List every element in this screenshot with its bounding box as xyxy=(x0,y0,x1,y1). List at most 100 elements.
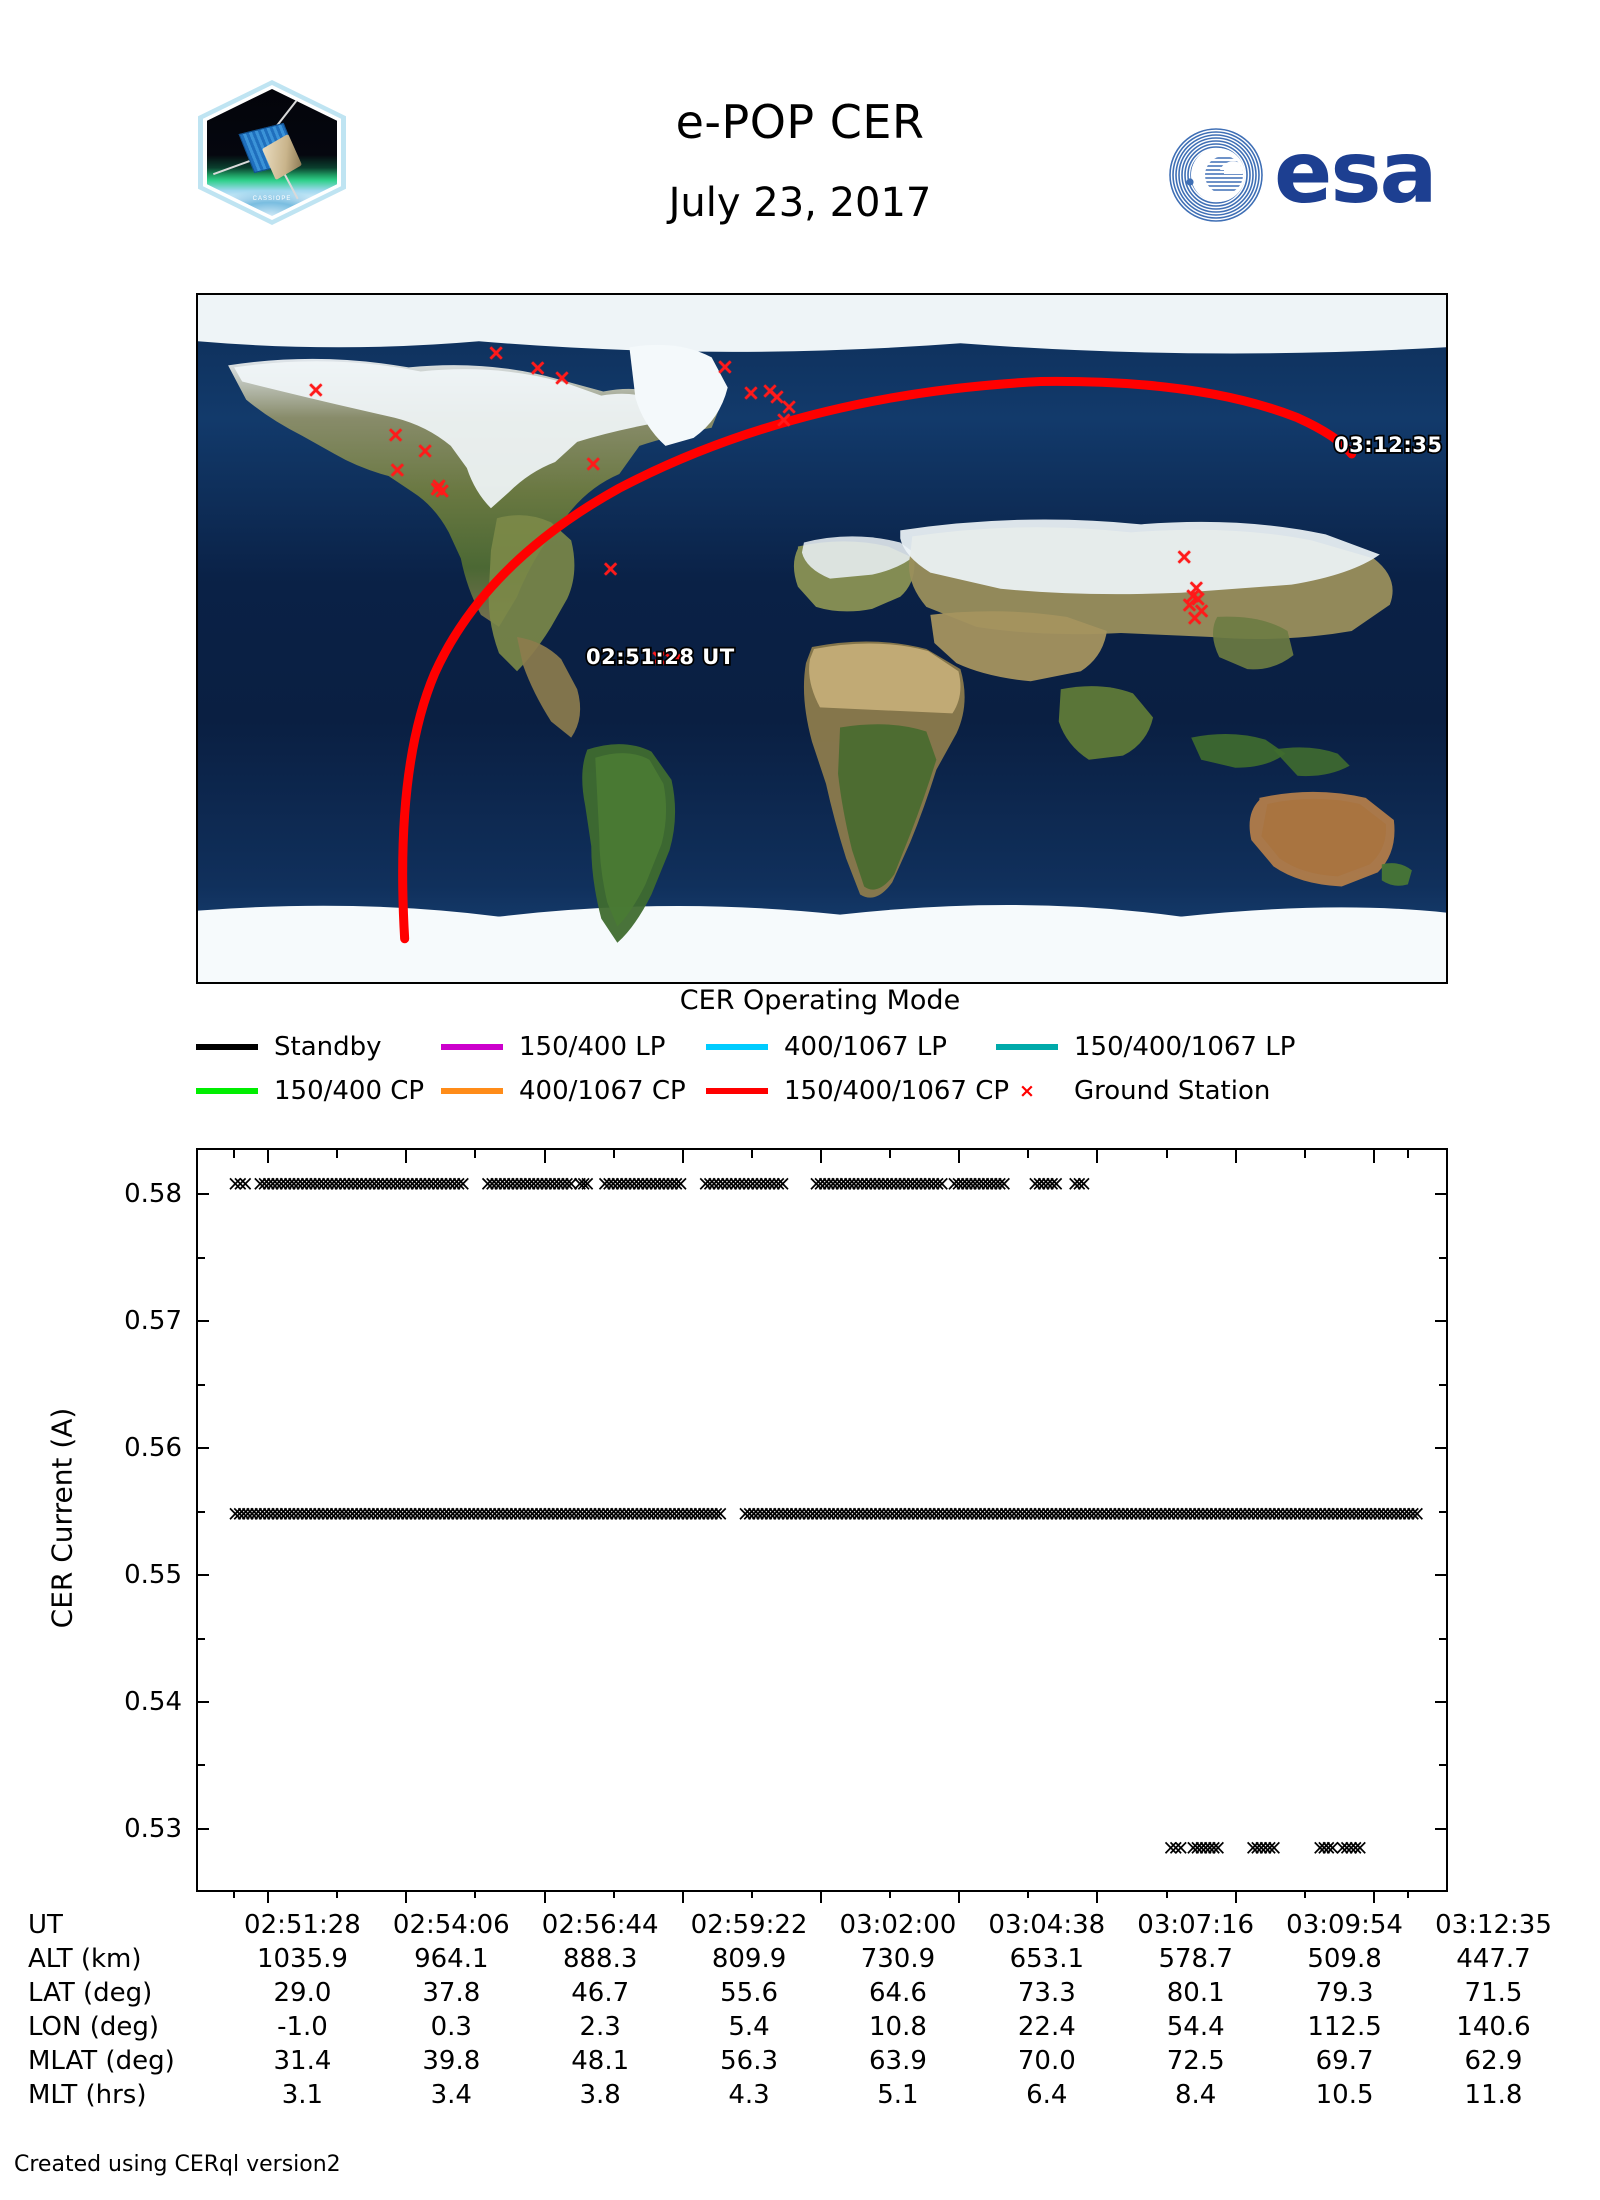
table-row: LAT (deg) 29.0 37.8 46.7 55.6 64.6 73.3 80.1 79.… xyxy=(28,1976,1568,2010)
data-point: × xyxy=(632,1501,650,1526)
legend-title: CER Operating Mode xyxy=(679,985,961,1016)
data-point: × xyxy=(608,1171,627,1196)
x-axis-minor-tick xyxy=(1303,1890,1306,1898)
ground-station-marker: × xyxy=(552,365,572,391)
data-point: × xyxy=(1076,1501,1095,1526)
legend-color-swatch xyxy=(441,1088,503,1094)
table-cell: 3.8 xyxy=(579,2080,621,2110)
data-point: × xyxy=(230,1501,249,1526)
table-cell: 70.0 xyxy=(1017,2046,1076,2076)
data-point: × xyxy=(615,1501,634,1526)
data-point: × xyxy=(326,1501,345,1526)
data-point: × xyxy=(485,1501,504,1526)
data-point: × xyxy=(364,1501,383,1526)
data-point: × xyxy=(264,1171,282,1196)
data-point: × xyxy=(272,1171,291,1196)
data-point: × xyxy=(1097,1501,1116,1526)
data-point: × xyxy=(1349,1501,1368,1526)
data-point: × xyxy=(912,1171,930,1196)
data-point: × xyxy=(621,1171,639,1196)
legend-item[interactable]: 400/1067 CP xyxy=(441,1076,686,1106)
data-point: × xyxy=(255,1171,274,1196)
ground-station-marker: × xyxy=(760,379,780,405)
data-point: × xyxy=(541,1171,560,1196)
table-cell: 8.4 xyxy=(1175,2080,1217,2110)
data-point: × xyxy=(833,1501,851,1526)
data-point: × xyxy=(1194,1501,1212,1526)
data-point: × xyxy=(744,1501,763,1526)
data-point: × xyxy=(770,1501,788,1526)
data-point: × xyxy=(395,1171,413,1196)
table-cell: 73.3 xyxy=(1017,1978,1076,2008)
data-point: × xyxy=(945,1171,964,1196)
x-axis-tick xyxy=(1096,1150,1099,1163)
legend-item[interactable]: 150/400 LP xyxy=(441,1032,665,1062)
legend-item[interactable]: 400/1067 LP xyxy=(706,1032,947,1062)
data-point: × xyxy=(971,1501,990,1526)
data-point: × xyxy=(1328,1501,1347,1526)
orbit-end-time-label: 03:12:35 UT xyxy=(1332,431,1446,459)
table-cell: 29.0 xyxy=(273,1978,332,2008)
table-cell: 02:59:22 xyxy=(690,1910,808,1940)
y-axis-tick xyxy=(1435,1574,1446,1577)
data-point: × xyxy=(653,1501,671,1526)
orbit-start-time-label: 02:51:28 UT xyxy=(584,643,736,671)
data-point: × xyxy=(667,1171,686,1196)
data-point: × xyxy=(600,1171,618,1196)
legend-label: 400/1067 LP xyxy=(784,1032,947,1062)
data-point: × xyxy=(259,1171,278,1196)
ground-station-marker: × xyxy=(774,407,794,433)
data-point: × xyxy=(678,1501,696,1526)
data-point: × xyxy=(696,1171,715,1196)
data-point: × xyxy=(858,1501,876,1526)
y-axis-minor-tick xyxy=(198,1383,205,1386)
data-point: × xyxy=(369,1171,388,1196)
table-cell: 54.4 xyxy=(1166,2012,1225,2042)
data-point: × xyxy=(310,1501,328,1526)
data-point: × xyxy=(231,1171,250,1196)
data-point: × xyxy=(378,1171,396,1196)
data-point: × xyxy=(604,1171,623,1196)
data-point: × xyxy=(1072,1501,1091,1526)
data-point: × xyxy=(397,1501,416,1526)
data-point: × xyxy=(577,1501,596,1526)
data-point: × xyxy=(1043,1501,1061,1526)
x-axis-minor-tick xyxy=(232,1890,235,1898)
data-point: × xyxy=(648,1501,667,1526)
data-point: × xyxy=(1005,1501,1023,1526)
data-point: × xyxy=(1030,1171,1049,1196)
data-point: × xyxy=(903,1171,922,1196)
data-point: × xyxy=(403,1171,422,1196)
legend-item[interactable]: 150/400/1067 LP xyxy=(996,1032,1295,1062)
data-point: × xyxy=(251,1171,269,1196)
ground-station-marker: × xyxy=(1183,583,1203,609)
data-point: × xyxy=(1034,1171,1053,1196)
data-point: × xyxy=(1319,1835,1338,1860)
data-point: × xyxy=(293,1501,312,1526)
data-point: × xyxy=(595,1171,614,1196)
table-cell: 4.3 xyxy=(728,2080,770,2110)
data-point: × xyxy=(917,1501,935,1526)
data-point: × xyxy=(234,1501,253,1526)
table-cell: 02:51:28 xyxy=(244,1910,361,1940)
data-point: × xyxy=(1252,1835,1271,1860)
data-point: × xyxy=(1346,1835,1365,1860)
data-point: × xyxy=(646,1171,665,1196)
data-point: × xyxy=(297,1501,316,1526)
data-point: × xyxy=(372,1501,391,1526)
data-point: × xyxy=(495,1171,514,1196)
data-point: × xyxy=(1055,1501,1074,1526)
data-point: × xyxy=(339,1501,358,1526)
legend-item[interactable]: Standby xyxy=(196,1032,382,1062)
table-row-label: MLAT (deg) xyxy=(28,2046,175,2076)
table-cell: 39.8 xyxy=(422,2046,481,2076)
data-point: × xyxy=(954,1501,973,1526)
legend-item[interactable]: × Ground Station xyxy=(996,1076,1270,1106)
data-point: × xyxy=(365,1171,384,1196)
data-point: × xyxy=(836,1171,855,1196)
data-point: × xyxy=(1059,1501,1078,1526)
data-point: × xyxy=(433,1171,451,1196)
data-point: × xyxy=(243,1501,261,1526)
legend-item[interactable]: 150/400/1067 CP xyxy=(706,1076,1009,1106)
legend-item[interactable]: 150/400 CP xyxy=(196,1076,424,1106)
